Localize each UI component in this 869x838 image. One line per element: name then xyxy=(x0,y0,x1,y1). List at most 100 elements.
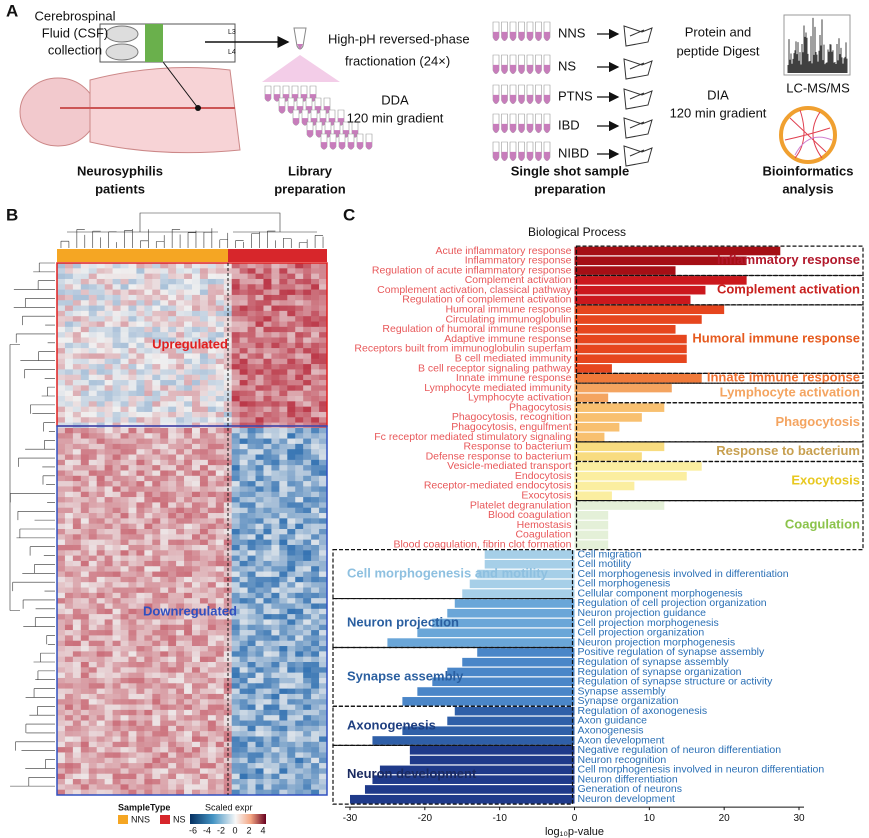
heatmap-cell xyxy=(184,587,193,594)
heatmap-cell xyxy=(96,475,105,482)
heatmap-cell xyxy=(160,539,169,546)
heatmap-cell xyxy=(152,651,161,657)
heatmap-cell xyxy=(319,390,328,397)
heatmap-cell xyxy=(247,305,256,312)
heatmap-cell xyxy=(104,582,113,588)
heatmap-cell xyxy=(128,326,137,333)
row-dendrogram xyxy=(9,262,55,787)
heatmap-cell xyxy=(215,534,225,540)
heatmap-cell xyxy=(112,731,121,737)
heatmap-cell xyxy=(239,263,248,269)
heatmap-cell xyxy=(64,518,74,524)
heatmap-cell xyxy=(263,582,272,588)
heatmap-cell xyxy=(176,656,185,663)
heatmap-cell xyxy=(112,497,121,503)
heatmap-cell xyxy=(136,316,145,322)
heatmap-cell xyxy=(112,725,121,732)
heatmap-cell xyxy=(64,438,74,445)
heatmap-cell xyxy=(128,523,137,530)
heatmap-cell xyxy=(263,624,272,631)
heatmap-cell xyxy=(207,332,217,338)
heatmap-cell xyxy=(152,316,161,322)
heatmap-cell xyxy=(287,401,296,407)
heatmap-cell xyxy=(295,763,304,769)
heatmap-cell xyxy=(136,465,145,471)
heatmap-cell xyxy=(215,662,225,668)
heatmap-cell xyxy=(96,598,105,604)
heatmap-cell xyxy=(80,715,90,721)
heatmap-cell xyxy=(80,481,90,487)
heatmap-cell xyxy=(120,656,129,663)
heatmap-cell xyxy=(255,401,264,407)
heatmap-cell xyxy=(144,289,153,296)
heatmap-cell xyxy=(319,539,328,546)
tube-liquid xyxy=(527,31,533,41)
heatmap-cell xyxy=(80,688,90,695)
heatmap-cell xyxy=(136,438,145,445)
heatmap-cell xyxy=(57,576,66,583)
heatmap-cell xyxy=(112,646,121,652)
heatmap-cell xyxy=(160,529,169,535)
heatmap-cell xyxy=(88,763,98,769)
scale-tick-label: 0 xyxy=(232,825,237,835)
heatmap-cell xyxy=(295,369,304,376)
heatmap-cell xyxy=(231,294,240,301)
heatmap-cell xyxy=(64,683,74,689)
heatmap-cell xyxy=(80,672,90,679)
heatmap-cell xyxy=(160,406,169,413)
heatmap-cell xyxy=(192,454,201,461)
heatmap-cell xyxy=(120,635,129,642)
heatmap-cell xyxy=(176,566,185,572)
heatmap-cell xyxy=(96,364,105,370)
heatmap-cell xyxy=(112,656,121,663)
heatmap-cell xyxy=(311,529,320,535)
heatmap-cell xyxy=(271,624,280,631)
category-label: Blood coagulation, fibrin clot formation xyxy=(393,538,571,550)
heatmap-cell xyxy=(319,582,328,588)
heatmap-cell xyxy=(223,459,233,466)
heatmap-cell xyxy=(64,566,74,572)
heatmap-cell xyxy=(184,656,193,663)
heatmap-cell xyxy=(279,571,288,578)
heatmap-cell xyxy=(255,555,264,562)
heatmap-cell xyxy=(144,427,153,434)
heatmap-cell xyxy=(255,630,264,636)
heatmap-cell xyxy=(279,502,288,509)
heatmap-cell xyxy=(57,603,66,610)
heatmap-cell xyxy=(144,364,153,370)
heatmap-cell xyxy=(128,773,137,780)
heatmap-cell xyxy=(311,268,320,274)
heatmap-cell xyxy=(271,337,280,344)
heatmap-cell xyxy=(239,646,248,652)
heatmap-cell xyxy=(231,353,240,360)
heatmap-cell xyxy=(247,646,256,652)
heatmap-cell xyxy=(160,704,169,711)
heatmap-cell xyxy=(255,454,264,461)
heatmap-cell xyxy=(144,475,153,482)
heatmap-cell xyxy=(215,369,225,376)
heatmap-cell xyxy=(279,300,288,306)
heatmap-cell xyxy=(112,635,121,642)
heatmap-cell xyxy=(128,300,137,306)
category-label: Hemostasis xyxy=(517,519,572,531)
heatmap-cell xyxy=(207,454,217,461)
heatmap-cell xyxy=(247,550,256,556)
heatmap-cell xyxy=(176,427,185,434)
heatmap-cell xyxy=(311,784,320,790)
heatmap-cell xyxy=(271,608,280,615)
heatmap-cell xyxy=(303,449,312,455)
heatmap-cell xyxy=(112,475,121,482)
heatmap-cell xyxy=(295,497,304,503)
heatmap-cell xyxy=(279,332,288,338)
heatmap-cell xyxy=(152,401,161,407)
heatmap-cell xyxy=(207,390,217,397)
heatmap-cell xyxy=(184,603,193,610)
heatmap-cell xyxy=(279,284,288,290)
heatmap-cell xyxy=(120,741,129,748)
heatmap-cell xyxy=(104,560,113,567)
heatmap-cell xyxy=(112,779,121,785)
heatmap-cell xyxy=(287,268,296,274)
heatmap-cell xyxy=(88,651,98,657)
heatmap-cell xyxy=(192,411,201,418)
